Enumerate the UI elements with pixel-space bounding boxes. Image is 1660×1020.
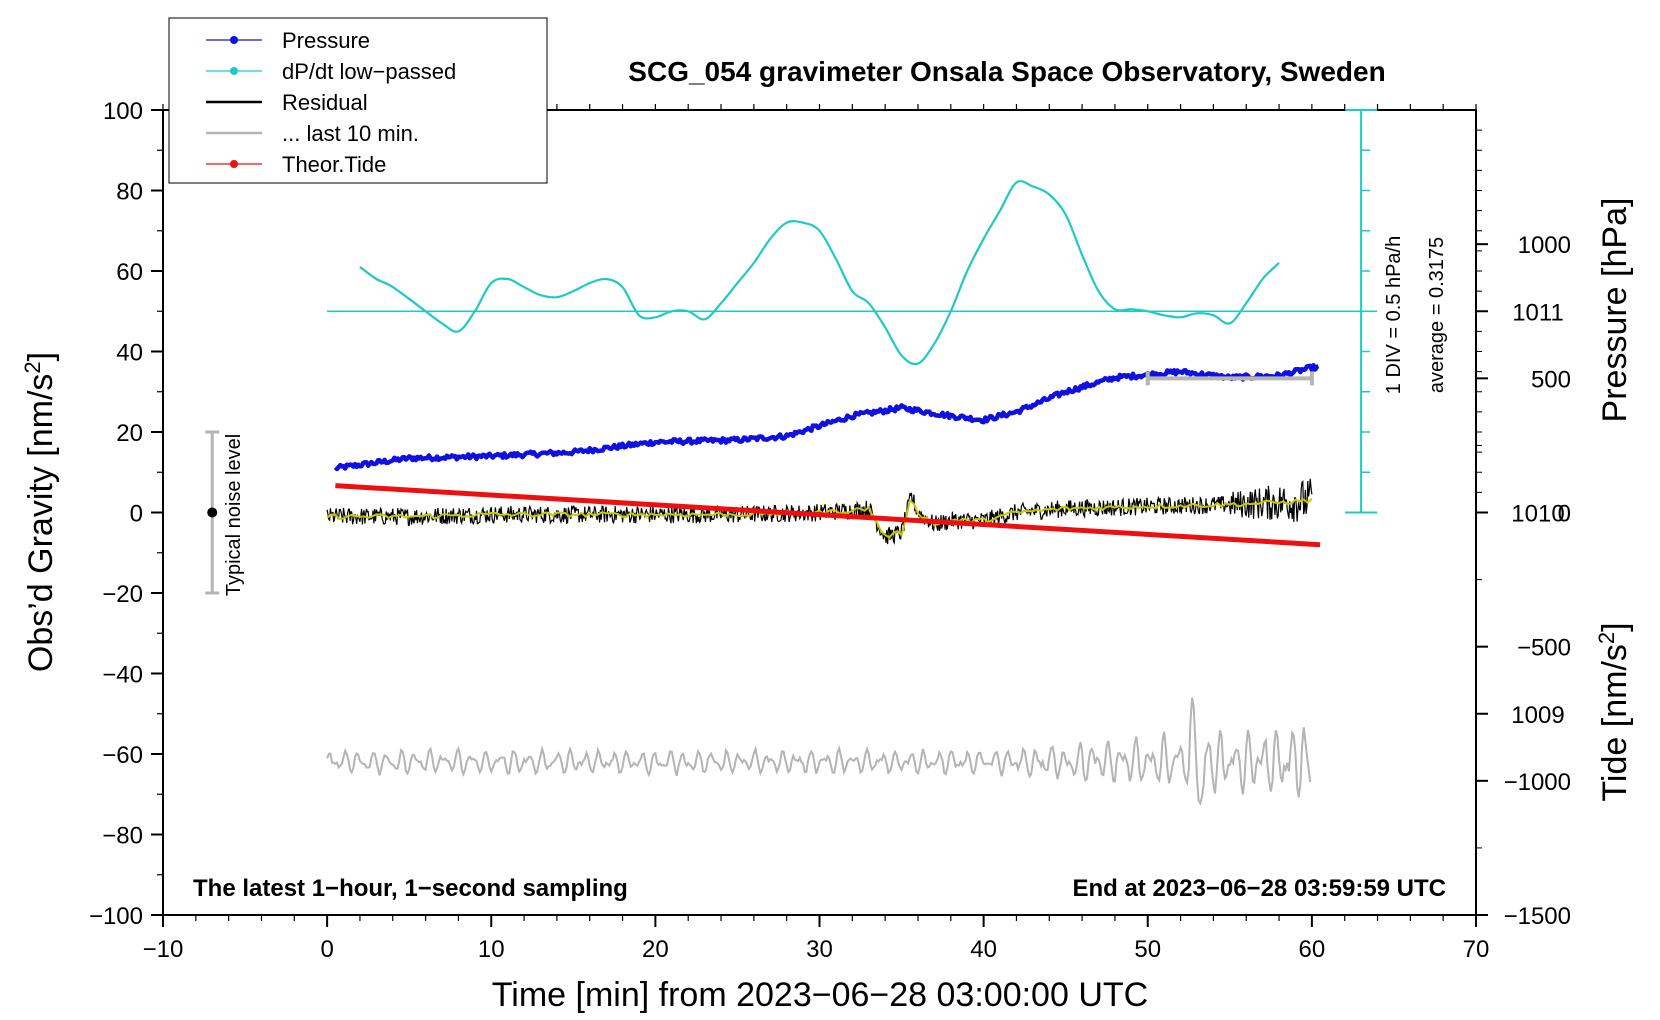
y-tick-label: −40 bbox=[102, 662, 143, 689]
x-tick-label: −10 bbox=[143, 936, 184, 963]
x-tick-label: 0 bbox=[320, 936, 333, 963]
x-tick-labels: −10 0 10 20 30 40 50 60 70 bbox=[143, 936, 1490, 963]
legend: Pressure dP/dt low−passed Residual ... last… bbox=[168, 17, 548, 184]
legend-label: Theor.Tide bbox=[282, 152, 386, 177]
tide-tick-label: −500 bbox=[1517, 635, 1571, 662]
tide-tick-label: 1000 bbox=[1518, 232, 1571, 259]
y-tick-label: −60 bbox=[102, 742, 143, 769]
tide-tick-labels: 1000 500 0 −500 −1000 −1500 bbox=[1504, 232, 1571, 930]
x-tick-label: 10 bbox=[478, 936, 505, 963]
legend-marker bbox=[230, 67, 238, 75]
pressure-tick-label: 1009 bbox=[1511, 702, 1564, 729]
y-tick-label: 0 bbox=[130, 501, 143, 528]
tick-marks bbox=[151, 104, 1488, 927]
pressure-series-line bbox=[333, 363, 1320, 472]
pressure-tick-label: 1010 bbox=[1511, 501, 1564, 528]
legend-label: Pressure bbox=[282, 28, 370, 53]
x-axis-title: Time [min] from 2023−06−28 03:00:00 UTC bbox=[492, 976, 1148, 1014]
noise-level-bar bbox=[205, 430, 220, 595]
noise-bar-center bbox=[207, 507, 218, 518]
y-tick-label: −80 bbox=[102, 823, 143, 850]
div-label: 1 DIV = 0.5 hPa/h bbox=[1383, 236, 1405, 394]
legend-box bbox=[168, 17, 548, 184]
last-10-min-range bbox=[1145, 371, 1314, 386]
tide-tick-label: −1500 bbox=[1504, 903, 1571, 930]
residual-smoothed-line bbox=[326, 497, 1313, 539]
legend-marker bbox=[230, 36, 238, 44]
legend-label: dP/dt low−passed bbox=[282, 59, 456, 84]
y-tick-label: 20 bbox=[116, 420, 143, 447]
chart-title: SCG_054 gravimeter Onsala Space Observat… bbox=[628, 56, 1385, 87]
legend-label: ... last 10 min. bbox=[282, 121, 419, 146]
y-tick-label: 40 bbox=[116, 340, 143, 367]
pressure-tick-label: 1011 bbox=[1512, 299, 1564, 326]
x-tick-label: 70 bbox=[1463, 936, 1490, 963]
legend-marker bbox=[230, 160, 238, 168]
legend-label: Residual bbox=[282, 90, 368, 115]
tide-tick-label: 0 bbox=[1558, 501, 1571, 528]
average-label: average = 0.3175 bbox=[1426, 237, 1448, 393]
dpdt-series-line bbox=[359, 179, 1280, 366]
y-tick-labels: 100 80 60 40 20 0 −20 −40 −60 −80 −100 bbox=[89, 98, 143, 930]
x-tick-label: 30 bbox=[806, 936, 833, 963]
series-layer bbox=[326, 179, 1370, 806]
y-tick-label: 80 bbox=[116, 179, 143, 206]
last-10-min-series-line bbox=[326, 697, 1312, 806]
y-tick-label: −100 bbox=[89, 903, 143, 930]
y-axis-title-pressure: Pressure [hPa] bbox=[1596, 198, 1634, 423]
sampling-note: The latest 1−hour, 1−second sampling bbox=[193, 875, 628, 902]
tide-series-line bbox=[335, 483, 1321, 548]
x-tick-label: 50 bbox=[1134, 936, 1161, 963]
y-axis-title-tide: Tide [nm/s2] bbox=[1594, 622, 1634, 801]
y-tick-label: −20 bbox=[102, 581, 143, 608]
x-tick-label: 40 bbox=[970, 936, 997, 963]
x-tick-label: 20 bbox=[642, 936, 669, 963]
tide-tick-label: −1000 bbox=[1504, 769, 1571, 796]
dpdt-scale-bar bbox=[1345, 109, 1378, 514]
y-tick-label: 60 bbox=[116, 259, 143, 286]
end-time-note: End at 2023−06−28 03:59:59 UTC bbox=[1072, 875, 1446, 902]
y-tick-label: 100 bbox=[103, 98, 143, 125]
noise-level-label: Typical noise level bbox=[223, 434, 245, 596]
pressure-tick-labels: 1011 1010 1009 bbox=[1511, 299, 1564, 729]
tide-tick-label: 500 bbox=[1531, 366, 1571, 393]
x-tick-label: 60 bbox=[1299, 936, 1326, 963]
y-axis-title-left: Obs’d Gravity [nm/s2] bbox=[20, 352, 60, 672]
